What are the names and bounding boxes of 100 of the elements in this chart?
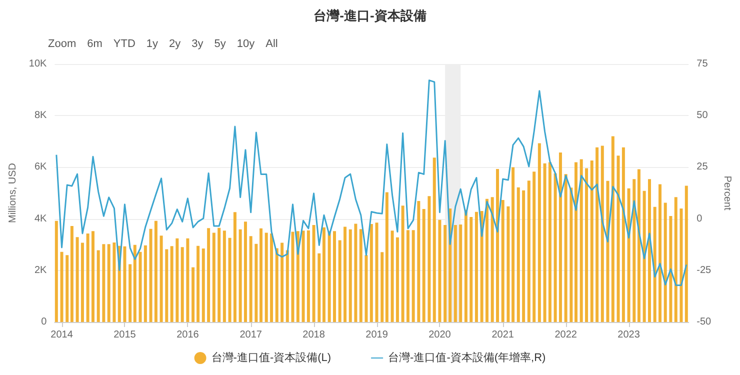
y-tick-label: 6K xyxy=(34,162,48,173)
bar xyxy=(70,226,74,322)
bar xyxy=(238,229,242,322)
x-tick-label: 2017 xyxy=(240,330,262,340)
bar xyxy=(558,152,562,322)
bar xyxy=(370,224,373,322)
bar xyxy=(459,224,462,322)
y2-tick-label: -25 xyxy=(696,264,712,276)
bar xyxy=(444,224,447,322)
bar xyxy=(648,179,651,322)
bar xyxy=(470,216,473,322)
bar xyxy=(112,242,116,322)
x-tick-label: 2022 xyxy=(554,330,578,340)
chart-title: 台灣-進口-資本設備 xyxy=(314,8,426,23)
bar xyxy=(432,158,436,322)
bar xyxy=(218,228,221,322)
y2-axis-title: Percent xyxy=(722,176,732,210)
bar xyxy=(684,186,688,322)
bar xyxy=(207,228,210,322)
bar xyxy=(270,234,274,322)
bar xyxy=(354,224,358,322)
bar xyxy=(627,188,630,322)
bar xyxy=(406,230,410,322)
bar xyxy=(180,247,184,322)
bar xyxy=(102,244,106,322)
bar xyxy=(496,169,500,322)
bar xyxy=(149,228,152,322)
bar xyxy=(637,169,640,322)
bar xyxy=(412,230,415,322)
bar xyxy=(669,216,672,322)
bar xyxy=(632,179,636,322)
bar xyxy=(380,252,384,322)
y2-tick-label: 75 xyxy=(696,58,708,70)
bar xyxy=(133,244,136,322)
y-tick-label: 4K xyxy=(34,213,48,224)
legend-label: 台灣-進口值-資本設備(L) xyxy=(211,351,332,364)
bar xyxy=(375,222,378,322)
bar xyxy=(490,197,494,322)
bar xyxy=(680,208,683,322)
bar xyxy=(364,255,368,322)
bar xyxy=(506,206,510,322)
bar xyxy=(522,190,526,322)
y2-tick-label: 25 xyxy=(696,162,708,173)
y-tick-label: 0 xyxy=(41,316,48,328)
bar xyxy=(54,220,58,322)
bar xyxy=(260,228,263,322)
y-tick-label: 8K xyxy=(34,110,48,122)
bar xyxy=(428,196,431,322)
bar xyxy=(165,249,168,322)
bar xyxy=(596,147,599,322)
bar xyxy=(653,206,656,322)
bar xyxy=(464,210,468,322)
bar xyxy=(318,253,321,322)
x-tick-label: 2021 xyxy=(492,330,514,340)
bar xyxy=(170,246,174,322)
bar xyxy=(344,226,347,322)
bar xyxy=(332,231,336,322)
bar xyxy=(590,160,594,322)
bar xyxy=(422,208,426,322)
bar xyxy=(485,198,488,322)
range-toolbar: Zoom 6m YTD 1y 2y 3y 5y 10y All xyxy=(48,38,278,50)
bar xyxy=(66,255,69,322)
bar xyxy=(275,248,278,322)
bar xyxy=(348,229,352,322)
y-axis-title: Millions, USD xyxy=(8,162,18,224)
bar xyxy=(280,242,284,322)
bar xyxy=(91,231,94,322)
y2-tick-label: 50 xyxy=(696,110,708,122)
bar xyxy=(138,252,142,322)
x-tick-label: 2014 xyxy=(50,330,74,340)
legend-label: 台灣-進口值-資本設備(年增率,R) xyxy=(388,351,546,364)
bar xyxy=(80,242,84,322)
y2-tick-label: 0 xyxy=(696,213,703,224)
bar xyxy=(328,231,331,322)
bar xyxy=(264,232,268,322)
bar xyxy=(554,173,557,322)
bar xyxy=(222,230,226,322)
bar xyxy=(123,246,126,322)
bar xyxy=(385,192,388,322)
bar xyxy=(532,172,536,322)
bar xyxy=(286,250,289,322)
bar xyxy=(417,201,420,322)
bar xyxy=(60,252,64,322)
bar xyxy=(176,238,179,322)
bar xyxy=(574,162,578,322)
bar xyxy=(674,197,678,322)
bar xyxy=(359,229,362,322)
y-tick-label: 10K xyxy=(28,58,48,70)
bar xyxy=(516,187,520,322)
bar xyxy=(107,244,110,322)
bar xyxy=(616,156,620,322)
bar xyxy=(322,227,326,322)
bar xyxy=(527,180,530,322)
bar xyxy=(570,188,573,322)
bar xyxy=(622,147,625,322)
bar xyxy=(228,238,232,322)
bar xyxy=(611,136,614,322)
bar xyxy=(302,230,305,322)
bar xyxy=(338,240,342,322)
bar xyxy=(548,162,552,322)
